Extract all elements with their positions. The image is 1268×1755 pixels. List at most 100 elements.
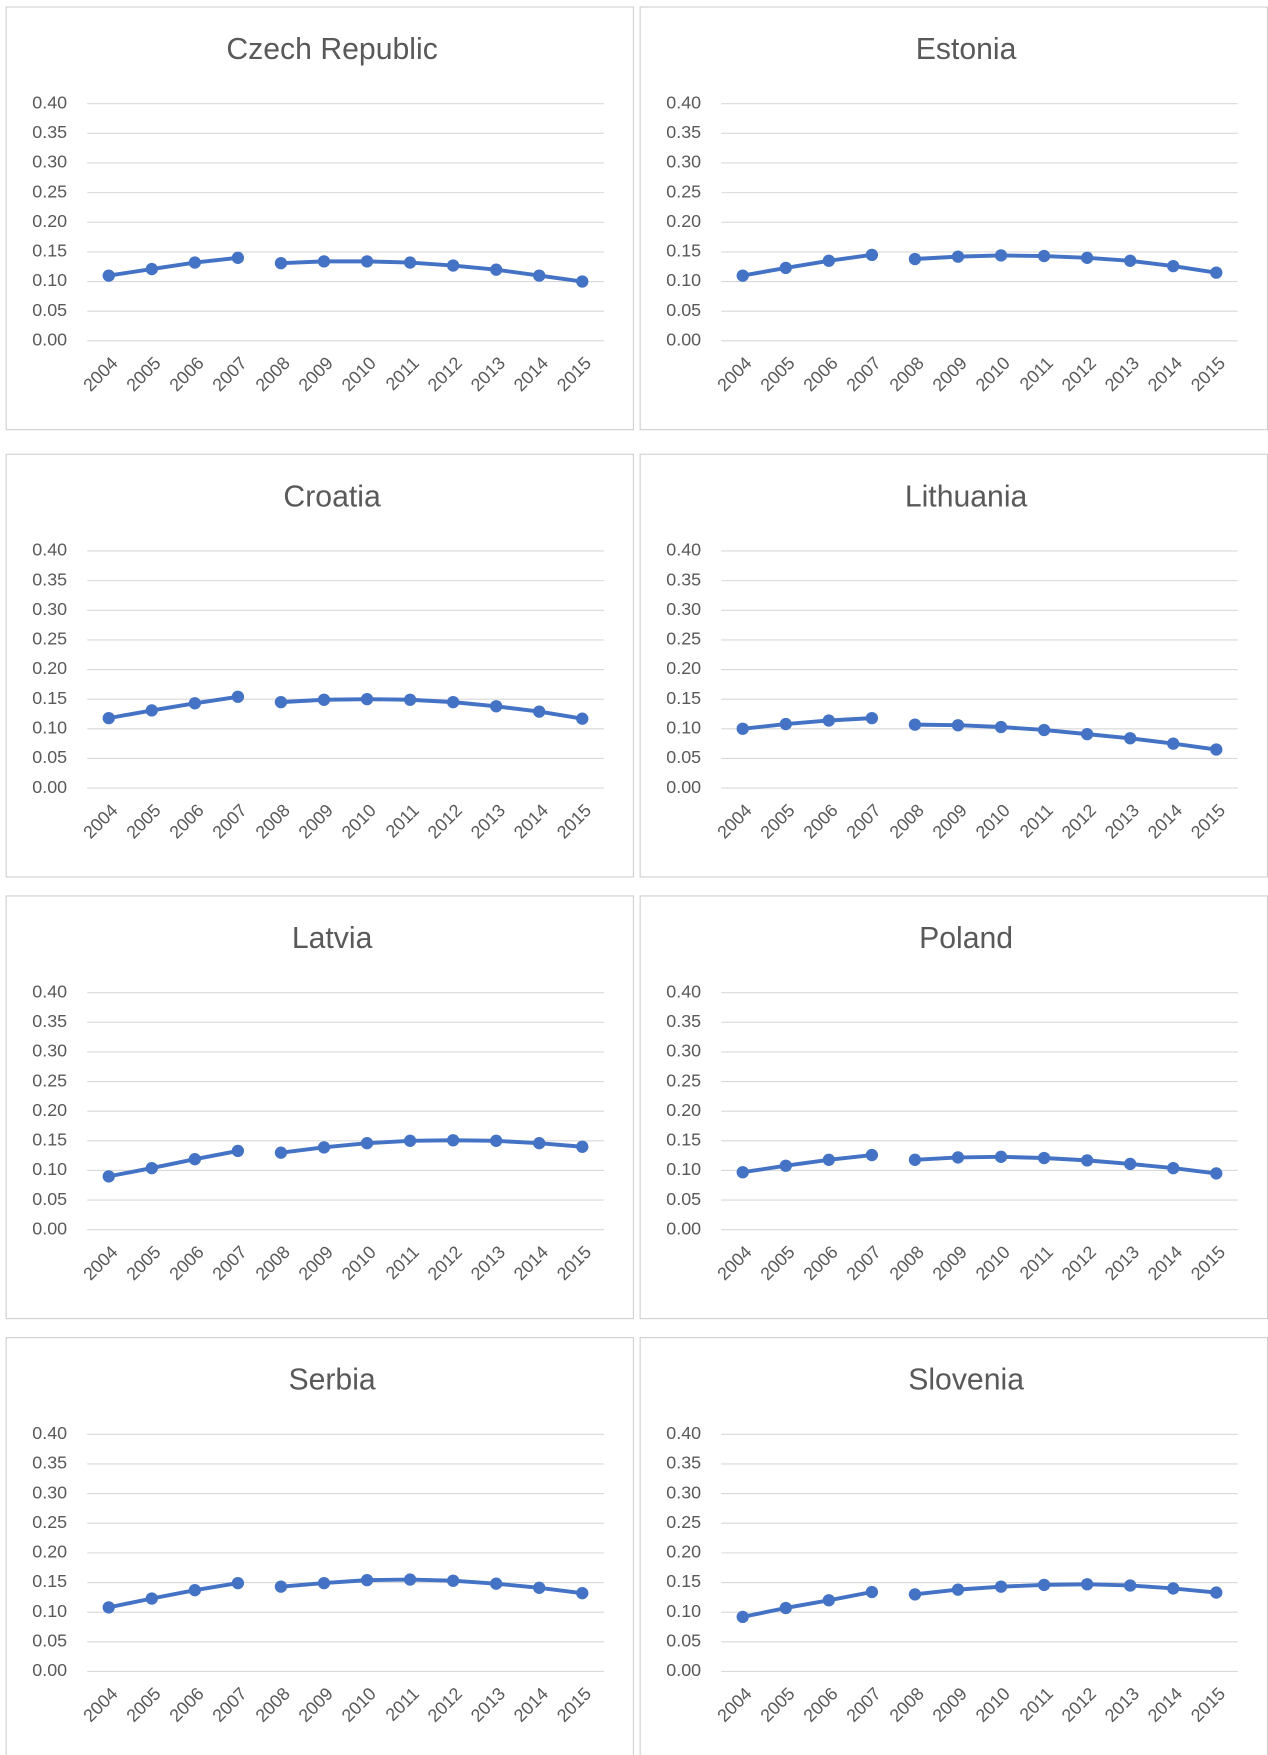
line [742, 252, 873, 278]
marker [1080, 1578, 1094, 1591]
y-tick-label: 0.35 [32, 1011, 67, 1031]
chart-title: Estonia [916, 33, 1017, 66]
y-tick-label: 0.05 [32, 747, 67, 767]
y-tick-label: 0.25 [666, 181, 701, 201]
marker [360, 1573, 374, 1587]
marker [145, 1161, 158, 1175]
marker [317, 693, 331, 706]
line [914, 253, 1217, 275]
y-tick-label: 0.40 [32, 1423, 67, 1443]
marker [779, 1159, 792, 1172]
y-tick-label: 0.25 [666, 1070, 701, 1090]
y-tick-label: 0.05 [666, 1630, 701, 1650]
line [108, 694, 239, 721]
marker [1080, 251, 1094, 264]
y-tick-label: 0.35 [666, 122, 701, 142]
y-tick-label: 0.00 [666, 1660, 701, 1680]
y-tick-label: 0.35 [666, 569, 701, 589]
marker [317, 1576, 331, 1590]
y-tick-label: 0.25 [666, 1512, 701, 1532]
chart-title: Lithuania [905, 480, 1028, 513]
marker [490, 263, 503, 276]
marker [736, 1610, 749, 1624]
marker [533, 1137, 546, 1150]
marker [1167, 259, 1180, 273]
y-tick-label: 0.35 [32, 1453, 67, 1473]
marker [274, 1580, 288, 1593]
line [280, 1138, 583, 1155]
y-tick-label: 0.30 [666, 1482, 701, 1502]
marker [446, 259, 460, 272]
marker [908, 1153, 922, 1166]
y-tick-label: 0.30 [666, 599, 701, 619]
y-tick-label: 0.30 [32, 1041, 67, 1061]
y-tick-label: 0.10 [32, 1601, 67, 1621]
y-tick-label: 0.15 [32, 1130, 67, 1150]
marker [736, 269, 749, 282]
y-tick-label: 0.35 [32, 122, 67, 142]
chart-title: Czech Republic [226, 33, 437, 66]
chart-title: Croatia [283, 480, 381, 513]
panel [639, 895, 1268, 1320]
y-tick-label: 0.00 [32, 329, 67, 349]
y-tick-label: 0.25 [32, 629, 67, 649]
chart-title: Serbia [288, 1364, 375, 1397]
marker [490, 1577, 503, 1590]
marker [274, 1146, 288, 1159]
marker [102, 269, 115, 282]
y-tick-label: 0.05 [32, 1189, 67, 1209]
y-tick-label: 0.10 [666, 1159, 701, 1179]
marker [102, 711, 115, 725]
marker [576, 1587, 589, 1600]
y-tick-label: 0.25 [32, 1070, 67, 1090]
y-tick-label: 0.05 [32, 300, 67, 320]
y-tick-label: 0.40 [666, 981, 701, 1001]
y-tick-label: 0.30 [32, 152, 67, 172]
y-tick-label: 0.25 [32, 1512, 67, 1532]
marker [1124, 732, 1137, 745]
line [280, 697, 583, 721]
line [108, 1148, 239, 1179]
marker [865, 1148, 879, 1162]
marker [403, 693, 417, 706]
y-tick-label: 0.15 [666, 241, 701, 261]
marker [1124, 1157, 1137, 1171]
marker [822, 714, 835, 727]
marker [576, 712, 589, 725]
marker [951, 1151, 965, 1164]
y-tick-label: 0.25 [666, 629, 701, 649]
marker [1037, 249, 1051, 263]
marker [490, 1134, 503, 1147]
marker [908, 1588, 922, 1601]
panel [5, 6, 634, 431]
chart-title: Poland [919, 922, 1013, 955]
line [742, 716, 872, 731]
y-tick-label: 0.25 [32, 181, 67, 201]
marker [446, 1574, 460, 1587]
panel [5, 895, 634, 1320]
y-tick-label: 0.15 [666, 688, 701, 708]
line [108, 255, 239, 278]
y-tick-label: 0.00 [666, 1218, 701, 1238]
marker [1037, 723, 1051, 737]
panel [5, 453, 634, 878]
y-tick-label: 0.10 [32, 270, 67, 290]
marker [822, 254, 835, 267]
y-tick-label: 0.30 [32, 599, 67, 619]
y-tick-label: 0.20 [666, 658, 701, 678]
marker [145, 704, 158, 717]
marker [231, 251, 245, 264]
marker [779, 717, 792, 731]
line [914, 722, 1217, 752]
marker [145, 1592, 158, 1605]
marker [360, 693, 374, 706]
panel [639, 453, 1268, 878]
marker [145, 262, 158, 276]
marker [188, 697, 201, 710]
y-tick-label: 0.40 [666, 1423, 701, 1443]
marker [533, 705, 546, 718]
marker [102, 1170, 115, 1183]
line [108, 1581, 239, 1610]
marker [188, 256, 201, 269]
marker [908, 718, 922, 731]
